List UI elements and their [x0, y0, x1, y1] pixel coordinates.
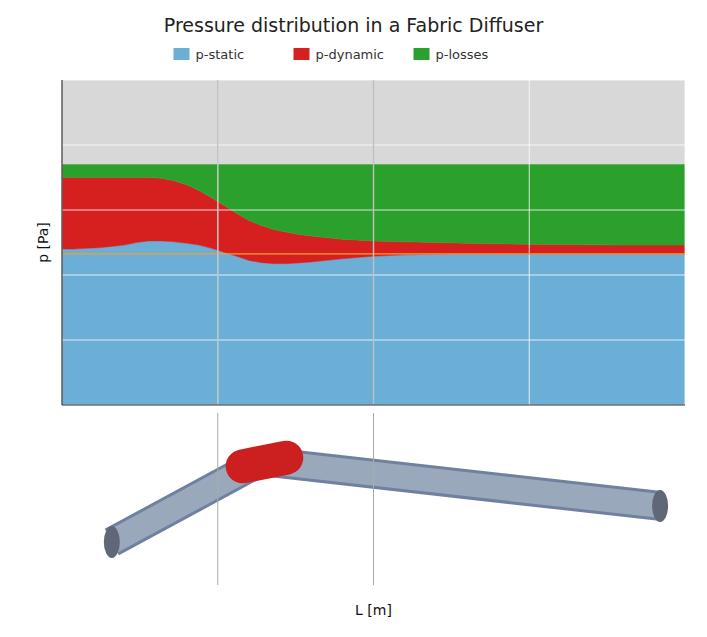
legend-label: p-losses: [436, 47, 489, 62]
duct-outline: [261, 461, 660, 506]
duct-end-cap: [652, 490, 668, 522]
grid-line-y: [62, 405, 685, 406]
grid-line-x: [373, 80, 374, 405]
marker-line: [217, 80, 218, 405]
duct-body: [261, 461, 660, 506]
title: Pressure distribution in a Fabric Diffus…: [164, 14, 544, 36]
x-axis-label: L [m]: [355, 602, 392, 618]
y-axis: [61, 80, 62, 405]
duct-end-cap: [104, 526, 120, 558]
legend-swatch: [174, 48, 190, 60]
marker-line: [373, 80, 374, 405]
legend-label: p-static: [196, 47, 245, 62]
x-axis: [62, 404, 685, 405]
duct-illustration: [104, 413, 668, 585]
grid-line-x: [62, 80, 63, 405]
grid-line-x: [529, 80, 530, 405]
grid-line-x: [217, 80, 218, 405]
marker-line-extension: [373, 413, 374, 585]
chart: Pressure distribution in a Fabric Diffus…: [0, 0, 707, 637]
legend-swatch: [414, 48, 430, 60]
plot-area: [62, 80, 685, 405]
legend-swatch: [294, 48, 310, 60]
legend-label: p-dynamic: [316, 47, 385, 62]
y-axis-label: p [Pa]: [35, 222, 51, 263]
grid-line-x: [685, 80, 686, 405]
marker-line-extension: [217, 413, 218, 585]
legend: p-static p-dynamic p-losses: [174, 47, 489, 62]
duct-elbow: [243, 458, 287, 467]
